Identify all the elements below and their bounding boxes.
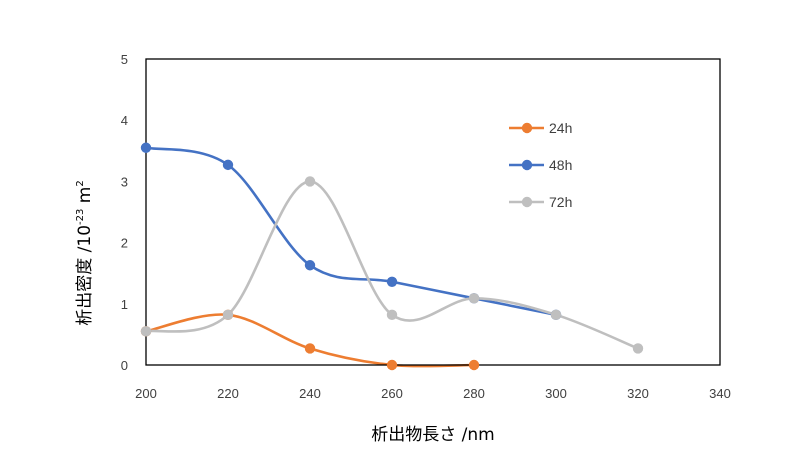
legend-marker-72h (521, 196, 533, 208)
data-point-72h (140, 326, 152, 337)
y-axis-title-exponent: -23 (75, 209, 86, 225)
data-point-48h (386, 276, 398, 287)
y-axis-title-unit-exponent: 2 (75, 180, 86, 186)
series-markers (140, 142, 644, 371)
y-tick-labels: 0 1 2 3 4 5 (121, 52, 128, 373)
data-point-48h (304, 260, 316, 271)
y-axis-title-unit: m (75, 187, 95, 209)
data-point-72h (468, 293, 480, 304)
data-point-24h (386, 359, 398, 371)
x-tick-label: 260 (381, 386, 403, 401)
x-tick-label: 200 (135, 386, 157, 401)
x-axis-title: 析出物長さ /nm (371, 425, 494, 445)
y-axis-title-main: 析出密度 /10 (75, 225, 95, 326)
data-point-72h (386, 309, 398, 321)
y-tick-label: 3 (121, 174, 128, 189)
legend-label-48h: 48h (549, 157, 572, 173)
legend: 24h 48h 72h (509, 120, 572, 210)
x-tick-label: 340 (709, 386, 731, 401)
data-point-72h (550, 309, 562, 321)
x-tick-label: 300 (545, 386, 567, 401)
legend-marker-48h (521, 159, 533, 171)
data-point-72h (304, 176, 316, 187)
legend-label-72h: 72h (549, 194, 572, 210)
legend-label-24h: 24h (549, 120, 572, 136)
data-point-72h (632, 343, 644, 354)
plot-area (145, 58, 721, 366)
y-tick-label: 4 (121, 113, 128, 128)
y-axis-title: 析出密度 /10-23 m2 (75, 180, 95, 325)
data-point-48h (222, 159, 234, 171)
legend-marker-24h (521, 122, 533, 134)
data-point-72h (222, 309, 234, 321)
x-tick-label: 320 (627, 386, 649, 401)
data-point-48h (140, 142, 152, 153)
data-point-24h (468, 359, 480, 371)
x-tick-label: 220 (217, 386, 239, 401)
data-point-24h (304, 343, 316, 354)
x-tick-label: 280 (463, 386, 485, 401)
y-tick-label: 2 (121, 236, 128, 251)
x-tick-label: 240 (299, 386, 321, 401)
y-tick-label: 0 (121, 358, 128, 373)
y-tick-label: 5 (121, 52, 128, 67)
y-tick-label: 1 (121, 297, 128, 312)
x-tick-labels: 200 220 240 260 280 300 320 340 (135, 386, 731, 401)
